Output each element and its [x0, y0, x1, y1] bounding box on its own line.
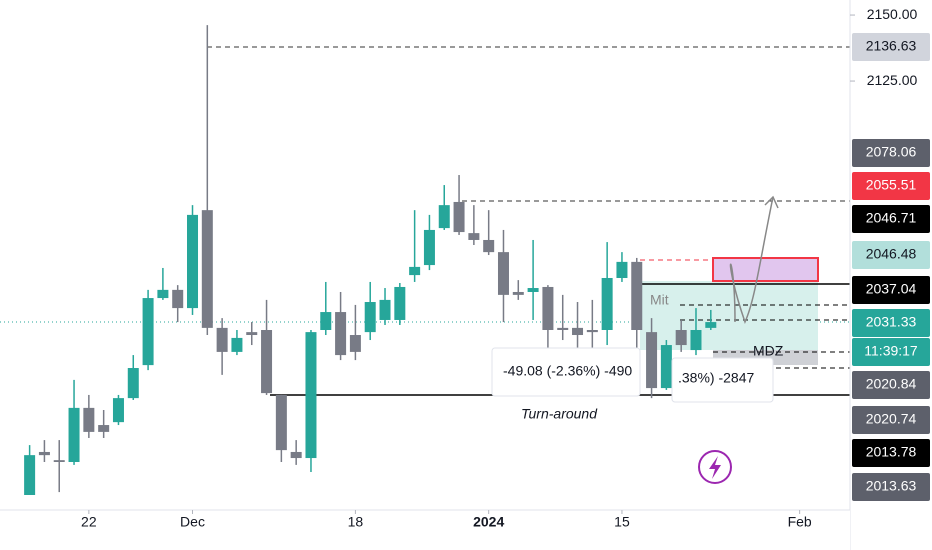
- price-tag-label: 2013.78: [866, 444, 917, 460]
- candle-body: [364, 302, 376, 333]
- price-tag: [852, 473, 930, 501]
- candle-body: [216, 327, 228, 352]
- candle-body: [187, 214, 199, 309]
- candle-body: [172, 289, 184, 309]
- candle-body: [24, 455, 36, 495]
- price-tag-label: 11:39:17: [864, 343, 918, 359]
- axes: 2150.00 2125.00 22 Dec 18 2024 15 Feb 2136.63 207…: [81, 6, 930, 530]
- candle-body: [201, 210, 213, 328]
- projection-arrow: [729, 196, 774, 325]
- price-tag-label: 2037.04: [866, 281, 917, 297]
- candle-body: [660, 345, 672, 389]
- event-icon-bolt: [709, 456, 721, 479]
- candle-body: [335, 312, 347, 356]
- price-tag-label: 2013.63: [866, 478, 917, 494]
- price-tag: [852, 406, 930, 434]
- price-tag: [852, 309, 930, 337]
- price-tag: [852, 338, 930, 366]
- candle-body: [616, 261, 628, 278]
- price-tag-label: 2055.51: [866, 177, 917, 193]
- candle-body: [290, 451, 302, 459]
- candle-body: [675, 330, 687, 346]
- arrow-head: [764, 195, 779, 209]
- candle-body: [231, 337, 243, 352]
- measure-label: .38%) -2847: [678, 370, 754, 386]
- annotation: Mit: [650, 292, 669, 308]
- x-tick-label: Dec: [180, 514, 205, 530]
- price-tag: [852, 241, 930, 269]
- y-tick-label: 2125.00: [867, 72, 918, 88]
- candle-body: [68, 407, 80, 462]
- candle-body: [542, 286, 554, 330]
- measure-box: [491, 347, 641, 397]
- price-tag: [852, 172, 930, 200]
- candle-body: [512, 291, 524, 295]
- overlay: -49.08 (-2.36%) -490 .38%) -2847 Turn-ar…: [491, 292, 784, 422]
- candle-body: [601, 277, 613, 330]
- price-tag-label: 2031.33: [866, 314, 917, 330]
- candle-body: [98, 425, 110, 432]
- candle-body: [261, 330, 273, 394]
- price-tag: [852, 205, 930, 233]
- candle-body: [320, 312, 332, 330]
- candle-body: [349, 335, 361, 352]
- time-axis: [0, 510, 850, 550]
- zone: [712, 257, 819, 282]
- price-tag: [852, 276, 930, 304]
- x-tick-label: 2024: [473, 514, 504, 530]
- candle-body: [586, 330, 598, 333]
- candle-body: [497, 252, 509, 295]
- candle-body: [246, 332, 258, 336]
- price-tag: [852, 33, 930, 61]
- x-tick-label: 22: [81, 514, 97, 530]
- price-tag-label: 2020.74: [866, 411, 917, 427]
- candles: [24, 25, 717, 495]
- candle-body: [305, 332, 317, 459]
- measure-label: -49.08 (-2.36%) -490: [503, 363, 632, 379]
- candle-body: [468, 233, 480, 240]
- price-tag-label: 2046.71: [866, 210, 917, 226]
- price-tag-label: 2020.84: [866, 376, 917, 392]
- price-tag: [852, 139, 930, 167]
- candle-body: [557, 327, 569, 330]
- price-tag-label: 2136.63: [866, 38, 917, 54]
- candle-body: [142, 298, 154, 366]
- event-icon[interactable]: [698, 450, 732, 484]
- candle-body: [631, 261, 643, 330]
- candle-body: [53, 460, 65, 462]
- candle-body: [112, 398, 124, 423]
- candle-body: [83, 407, 95, 432]
- candle-body: [453, 201, 465, 233]
- candle-body: [157, 289, 169, 299]
- candle-body: [572, 327, 584, 336]
- x-tick-label: 18: [348, 514, 364, 530]
- zone: [640, 281, 818, 350]
- candle-body: [438, 205, 450, 229]
- price-tag: [852, 371, 930, 399]
- candle-body: [646, 332, 658, 389]
- x-tick-label: 15: [614, 514, 630, 530]
- annotation: MDZ: [753, 343, 784, 359]
- candle-body: [705, 322, 717, 328]
- price-tag-label: 2046.48: [866, 246, 917, 262]
- candle-body: [379, 299, 391, 320]
- candle-body: [527, 288, 539, 292]
- candle-body: [127, 368, 139, 399]
- candle-body: [38, 451, 50, 456]
- candle-body: [483, 239, 495, 253]
- candle-body: [394, 286, 406, 320]
- candle-body: [409, 266, 421, 276]
- y-tick-label: 2150.00: [867, 6, 918, 22]
- price-tag: [852, 439, 930, 467]
- candle-body: [690, 330, 702, 351]
- candle-body: [275, 394, 287, 451]
- x-tick-label: Feb: [788, 514, 812, 530]
- measure-box: [671, 357, 774, 403]
- candle-body: [423, 229, 435, 266]
- annotation: Turn-around: [521, 406, 598, 422]
- price-tag-label: 2078.06: [866, 144, 917, 160]
